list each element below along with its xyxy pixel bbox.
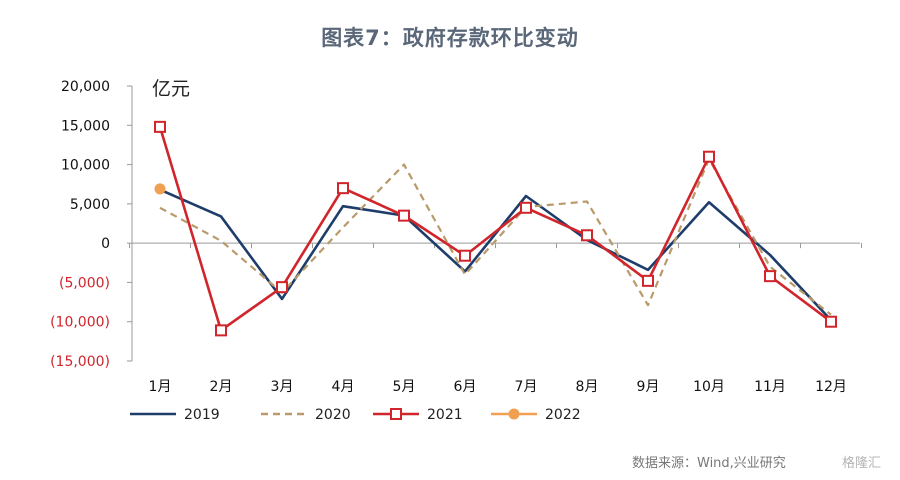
- legend: 2019 2020 2021 2022: [130, 407, 581, 423]
- source-note: 数据来源：Wind,兴业研究: [632, 456, 786, 471]
- legend-label-2022: 2022: [545, 407, 581, 423]
- data-point-2021: [459, 249, 471, 262]
- y-tick-label: 10,000: [61, 158, 110, 174]
- x-tick-label: 11月: [754, 379, 786, 395]
- data-point-2021: [398, 209, 410, 222]
- legend-label-2019: 2019: [184, 407, 220, 423]
- data-point-2021: [764, 270, 776, 283]
- x-tick-label: 9月: [637, 379, 660, 395]
- y-tick-label: 20,000: [61, 79, 110, 95]
- unit-label: 亿元: [152, 78, 191, 100]
- watermark: 格隆汇: [842, 456, 882, 471]
- legend-marker-2021: [390, 408, 402, 420]
- legend-marker-2022: [508, 408, 520, 420]
- series-line-2021: [158, 126, 832, 332]
- x-tick-label: 12月: [815, 379, 847, 395]
- series-line-2019: [159, 188, 832, 322]
- y-tick-label: 0: [101, 236, 110, 252]
- data-point-2021: [276, 281, 288, 294]
- y-tick-label: 5,000: [70, 197, 110, 213]
- data-point-2021: [703, 150, 715, 163]
- x-tick-label: 7月: [515, 379, 538, 395]
- y-tick-label: (5,000): [59, 275, 110, 291]
- legend-label-2021: 2021: [427, 407, 463, 423]
- x-tick-label: 2月: [210, 379, 233, 395]
- data-point-2022: [154, 183, 166, 195]
- x-tick-label: 3月: [271, 379, 294, 395]
- x-tick-label: 5月: [393, 379, 416, 395]
- y-tick-label: (15,000): [50, 354, 110, 370]
- x-tick-label: 4月: [332, 379, 355, 395]
- data-point-2021: [154, 120, 166, 133]
- y-tick-label: 15,000: [61, 118, 110, 134]
- data-point-2021: [215, 324, 227, 337]
- series-line-2020: [159, 157, 832, 316]
- data-point-2021: [825, 315, 837, 328]
- series-group: [154, 120, 837, 337]
- x-tick-label: 6月: [454, 379, 477, 395]
- legend-label-2020: 2020: [315, 407, 351, 423]
- data-point-2021: [642, 274, 654, 287]
- axes-group: 20,000 15,000 10,000 5,000 0 (5,000) (10,000) (…: [50, 79, 862, 395]
- chart-title: 图表7：政府存款环比变动: [321, 26, 579, 50]
- y-tick-label: (10,000): [50, 315, 110, 331]
- x-tick-label: 1月: [149, 379, 172, 395]
- data-point-2021: [520, 201, 532, 214]
- x-tick-label: 8月: [576, 379, 599, 395]
- data-point-2021: [581, 229, 593, 242]
- data-point-2021: [337, 182, 349, 195]
- x-tick-label: 10月: [693, 379, 725, 395]
